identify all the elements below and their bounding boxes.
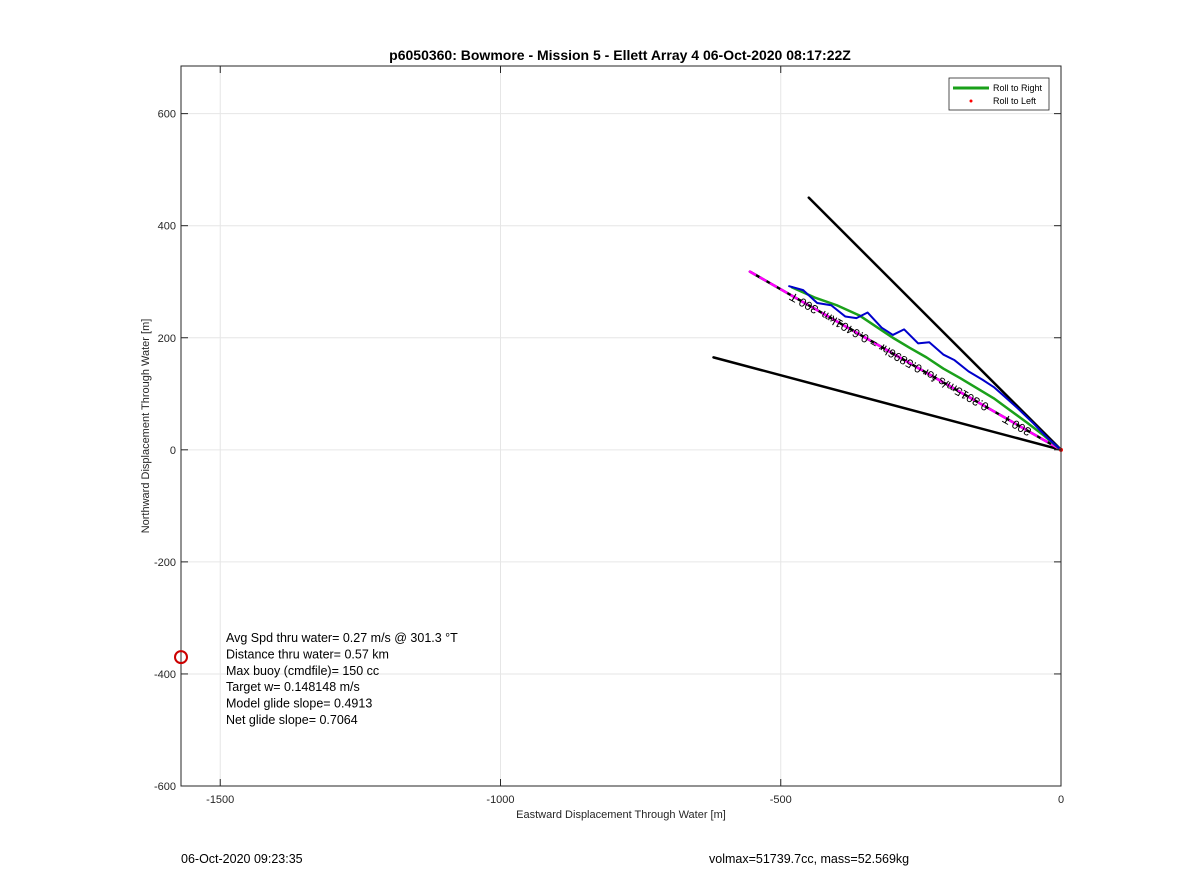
- y-tick-label: 0: [170, 445, 176, 457]
- markers-group: [174, 650, 188, 665]
- y-axis-label: Northward Displacement Through Water [m]: [140, 319, 152, 534]
- line-label: 0.3015m/s for 0.5896hr = 0.6401km: [819, 308, 992, 414]
- series-group: [712, 196, 1063, 452]
- series-line-4: [790, 286, 1063, 452]
- x-tick-label: -1000: [486, 794, 514, 806]
- footer-timestamp: 06-Oct-2020 09:23:35: [181, 852, 303, 866]
- series-line-3: [748, 270, 1063, 452]
- legend-label: Roll to Left: [993, 96, 1037, 106]
- annotation-line: Max buoy (cmdfile)= 150 cc: [226, 664, 379, 678]
- y-tick-label: 600: [158, 109, 176, 121]
- footer-stats: volmax=51739.7cc, mass=52.569kg: [709, 852, 910, 866]
- annotation-line: Target w= 0.148148 m/s: [226, 680, 360, 694]
- annotation-line: Distance thru water= 0.57 km: [226, 647, 389, 661]
- x-tick-label: -1500: [206, 794, 234, 806]
- position-marker: [174, 650, 188, 665]
- y-tick-label: -400: [154, 669, 176, 681]
- series-line-1: [712, 356, 1063, 452]
- annotation-block: Avg Spd thru water= 0.27 m/s @ 301.3 °T D…: [226, 631, 458, 727]
- y-tick-label: 400: [158, 221, 176, 233]
- axis-ticks: -1500 -1000 -500 0 -600 -400 -200 0 200 400 600: [154, 66, 1064, 806]
- grid-lines: [181, 66, 1062, 787]
- y-tick-label: -600: [154, 781, 176, 793]
- axes-box: [180, 65, 1062, 787]
- annotation-line: Net glide slope= 0.7064: [226, 713, 358, 727]
- x-tick-label: -500: [770, 794, 792, 806]
- x-axis-label: Eastward Displacement Through Water [m]: [516, 809, 726, 821]
- series-line-5: [788, 285, 1062, 451]
- y-tick-label: 200: [158, 333, 176, 345]
- annotation-line: Avg Spd thru water= 0.27 m/s @ 301.3 °T: [226, 631, 458, 645]
- legend-box: [948, 77, 1050, 111]
- series-line-0: [807, 196, 1063, 452]
- x-tick-label: 0: [1058, 794, 1064, 806]
- legend-swatch-dot: [969, 99, 973, 103]
- annotation-line: Model glide slope= 0.4913: [226, 697, 372, 711]
- y-tick-label: -200: [154, 557, 176, 569]
- legend-label: Roll to Right: [993, 83, 1043, 93]
- chart-title: p6050360: Bowmore - Mission 5 - Ellett A…: [389, 47, 851, 63]
- legend: Roll to Right Roll to Left: [948, 77, 1050, 111]
